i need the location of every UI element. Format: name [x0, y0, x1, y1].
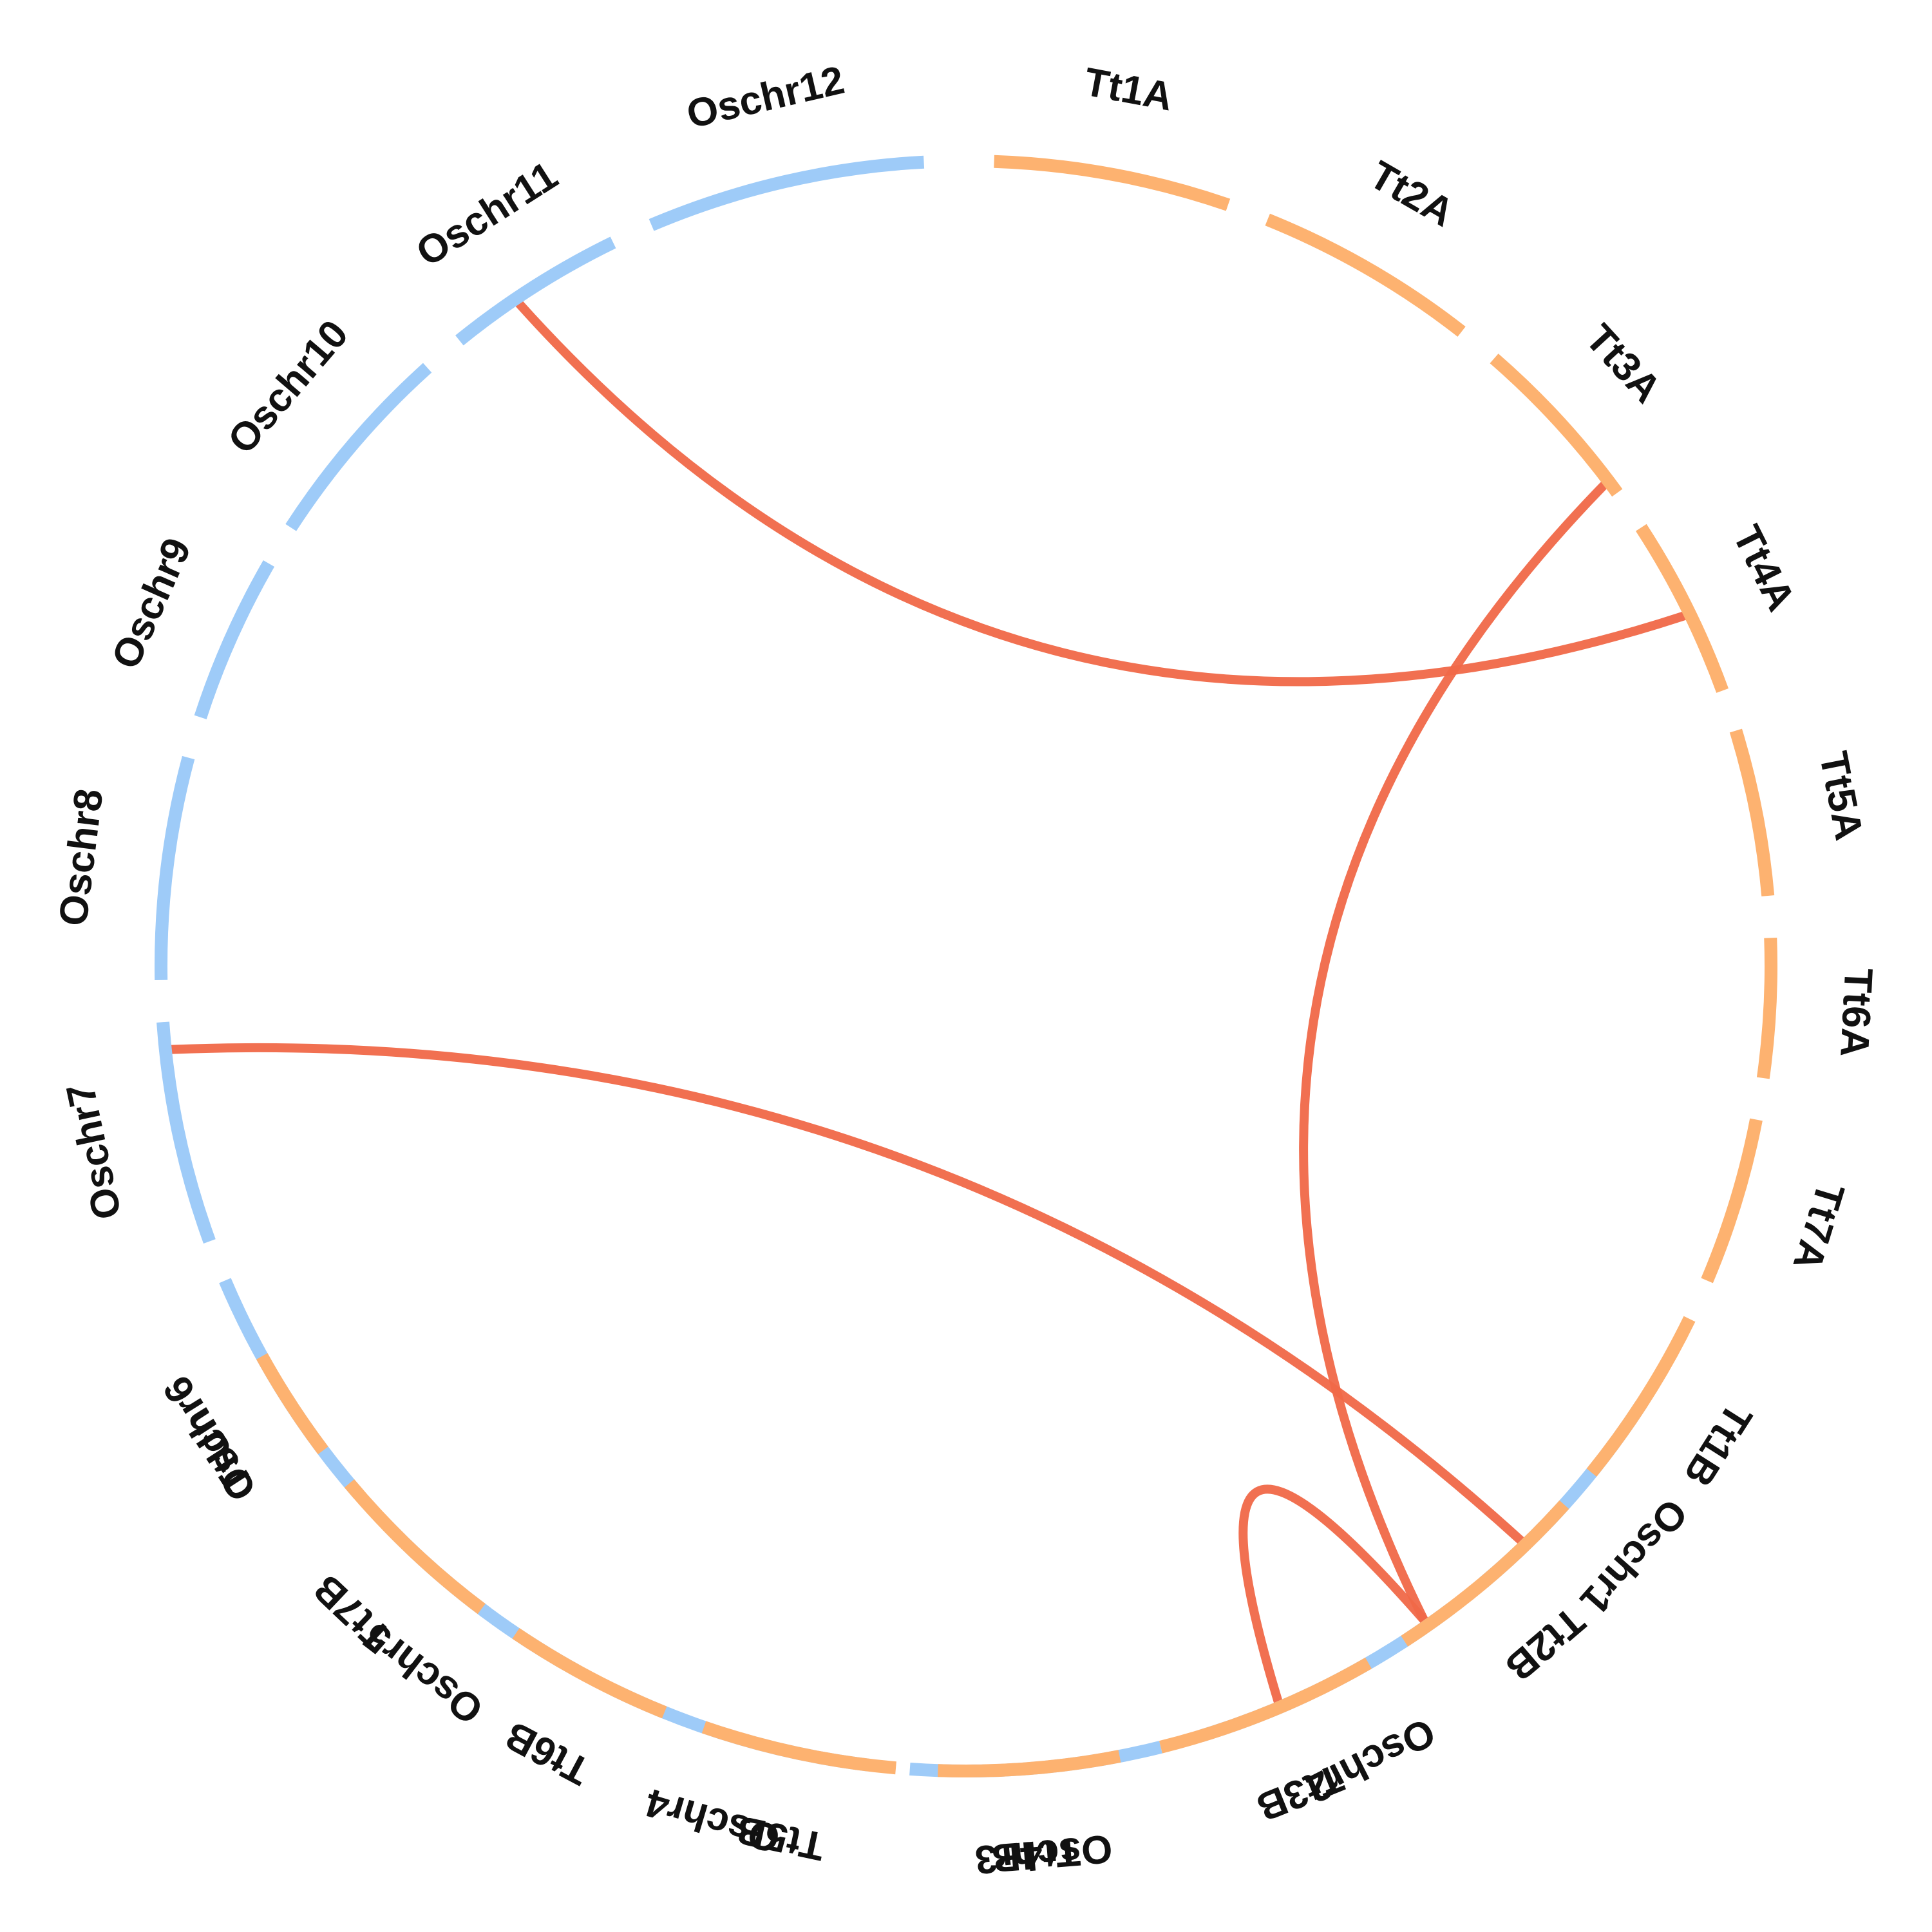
segment-arc-oschr12 [649, 155, 925, 231]
segment-arc-tt6a [1756, 938, 1777, 1079]
segment-arc-tt4a [1635, 524, 1729, 693]
segment-arc-oschr9 [194, 560, 275, 719]
segment-arc-oschr7 [156, 1021, 216, 1244]
segment-label-tt5b: Tt5B [733, 1807, 829, 1869]
segment-label-tt3b: Tt3B [1251, 1756, 1350, 1830]
segment-arc-tt4b [938, 1750, 1121, 1777]
segments-layer [155, 155, 1777, 1777]
segment-label-tt6b: Tt6B [498, 1712, 597, 1794]
segment-label-oschr1: Oschr1 [1571, 1490, 1696, 1623]
segment-arc-tt5a [1729, 728, 1775, 896]
segment-arc-tt1b [1586, 1316, 1696, 1477]
segment-label-tt1b: Tt1B [1675, 1396, 1760, 1494]
segment-arc-oschr10 [285, 363, 432, 531]
segment-label-oschr9: Oschr9 [104, 531, 200, 675]
segment-arc-tt2b [1401, 1500, 1569, 1647]
segment-label-tt4b: Tt4B [990, 1829, 1082, 1880]
segment-label-tt4a: Tt4A [1724, 518, 1803, 618]
segment-label-tt5a: Tt5A [1811, 748, 1871, 844]
links-layer [167, 299, 1689, 1706]
segment-arc-tt5b [701, 1721, 896, 1775]
segment-arc-tt7a [1701, 1118, 1763, 1283]
segment-label-oschr8: Oschr8 [51, 786, 112, 928]
segment-arc-ttun [256, 1353, 328, 1455]
link-oschr11-tt4a [515, 299, 1689, 687]
segment-label-oschr11: Oschr11 [409, 153, 565, 276]
segment-arc-tt7b [344, 1479, 486, 1615]
link-oschr2-tt3b [1238, 1484, 1429, 1706]
segment-label-tt6a: Tt6A [1832, 967, 1880, 1058]
segment-label-tt2b: Tt2B [1497, 1598, 1593, 1690]
segment-arc-tt1a [994, 155, 1231, 211]
segment-arc-oschr11 [455, 236, 616, 346]
segment-arc-oschr8 [155, 755, 195, 980]
segment-label-tt7a: Tt7A [1785, 1178, 1853, 1276]
segment-label-oschr12: Oschr12 [683, 58, 848, 137]
link-oschr2-tt3a [1299, 480, 1609, 1625]
segment-label-oschr7: Oschr7 [58, 1079, 130, 1223]
segment-label-oschr10: Oschr10 [220, 312, 357, 462]
segment-arc-tt2a [1265, 213, 1466, 337]
segment-arc-tt3a [1490, 354, 1623, 497]
segment-label-tt3a: Tt3A [1577, 316, 1670, 412]
segment-label-tt2a: Tt2A [1362, 153, 1461, 236]
segment-label-tt1a: Tt1A [1081, 60, 1176, 120]
segment-arc-tt3b [1159, 1657, 1372, 1754]
segment-arc-tt6b [512, 1628, 667, 1719]
